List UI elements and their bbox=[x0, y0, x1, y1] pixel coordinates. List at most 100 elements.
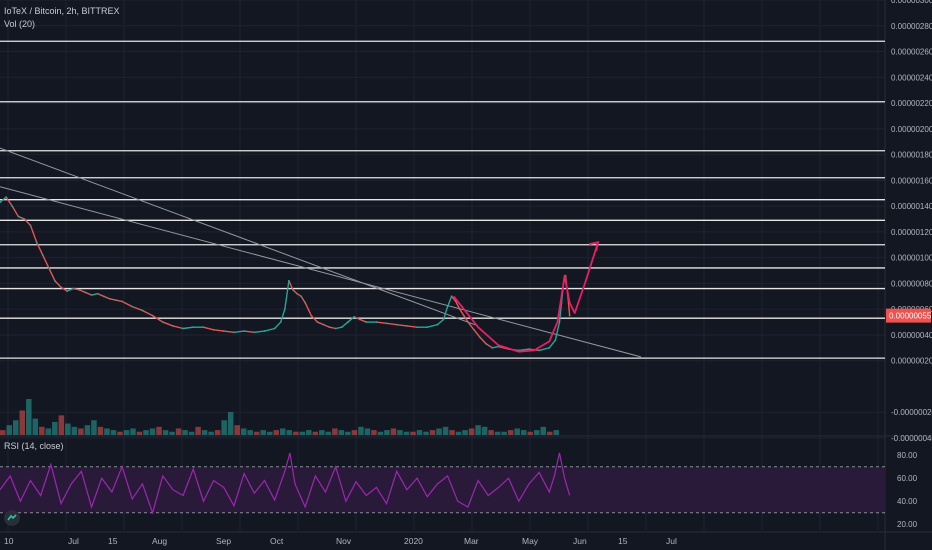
volume-bar bbox=[169, 431, 175, 435]
price-segment bbox=[538, 347, 550, 352]
volume-bar bbox=[351, 430, 358, 435]
price-segment bbox=[48, 267, 56, 282]
price-segment bbox=[42, 254, 50, 269]
price-segment bbox=[353, 316, 361, 321]
time-axis-tick-label: Nov bbox=[336, 536, 352, 546]
time-axis-tick-label: 2020 bbox=[404, 536, 423, 546]
volume-bar bbox=[397, 430, 403, 435]
price-segment bbox=[35, 241, 44, 256]
price-point bbox=[47, 267, 50, 269]
rsi-axis-tick-label: 40.00 bbox=[897, 497, 918, 506]
price-point bbox=[66, 290, 69, 293]
volume-bar bbox=[429, 430, 436, 435]
price-point bbox=[273, 327, 276, 330]
price-point bbox=[222, 330, 225, 332]
price-axis-tick-label: 0.00000160 bbox=[891, 176, 932, 185]
price-point bbox=[485, 343, 488, 345]
time-axis-tick-label: 15 bbox=[618, 536, 628, 546]
price-segment bbox=[406, 325, 418, 328]
current-price-badge bbox=[886, 308, 931, 323]
tradingview-logo-icon[interactable] bbox=[4, 510, 20, 526]
price-segment bbox=[323, 323, 330, 328]
price-point bbox=[243, 330, 246, 332]
price-point bbox=[202, 326, 205, 329]
price-point bbox=[41, 254, 44, 256]
volume-bar bbox=[188, 431, 195, 435]
volume-bar bbox=[84, 425, 91, 435]
volume-bar bbox=[462, 430, 468, 435]
rsi-axis-tick-label: 80.00 bbox=[897, 451, 918, 460]
price-segment bbox=[396, 323, 407, 327]
volume-bar bbox=[175, 428, 182, 435]
volume-bar bbox=[182, 430, 188, 435]
price-axis-tick-label: 0.00000080 bbox=[891, 279, 932, 288]
price-segment bbox=[152, 315, 164, 323]
price-point bbox=[17, 215, 20, 218]
price-segment bbox=[467, 321, 475, 331]
time-axis-tick-label: Jun bbox=[573, 536, 587, 546]
price-segment bbox=[97, 293, 105, 297]
volume-bar bbox=[481, 426, 488, 435]
price-point bbox=[436, 323, 439, 326]
trendline bbox=[0, 147, 479, 327]
volume-bar bbox=[45, 428, 52, 435]
volume-bar bbox=[39, 426, 45, 435]
time-axis-tick-label: Sep bbox=[216, 536, 231, 546]
price-point bbox=[528, 348, 530, 351]
price-point bbox=[442, 318, 445, 321]
price-segment bbox=[455, 301, 461, 310]
price-point bbox=[322, 323, 325, 326]
volume-bar bbox=[410, 431, 416, 435]
price-segment bbox=[451, 295, 457, 302]
price-segment bbox=[359, 318, 367, 323]
price-point bbox=[538, 349, 541, 352]
price-axis-tick-label: 0.00000020 bbox=[891, 357, 932, 366]
price-point bbox=[292, 288, 294, 291]
volume-bar bbox=[117, 431, 123, 435]
volume-bar bbox=[71, 426, 78, 435]
price-point bbox=[141, 309, 144, 312]
rsi-legend: RSI (14, close) bbox=[4, 441, 64, 451]
price-segment bbox=[436, 318, 444, 326]
volume-bar bbox=[221, 420, 227, 435]
trendline bbox=[0, 186, 641, 358]
price-axis-tick-label: 0.00000120 bbox=[891, 228, 932, 237]
volume-bar bbox=[494, 431, 501, 435]
price-axis-tick-label: -0.00000020 bbox=[891, 408, 932, 417]
volume-bar bbox=[253, 431, 260, 435]
price-point bbox=[316, 321, 319, 323]
volume-bar bbox=[201, 430, 208, 435]
price-point bbox=[23, 218, 26, 220]
volume-bar bbox=[104, 428, 110, 435]
price-axis-tick-label: 0.00000220 bbox=[891, 99, 932, 108]
price-axis-tick-label: 0.00000240 bbox=[891, 73, 932, 82]
price-point bbox=[279, 321, 282, 323]
volume-bar bbox=[91, 420, 97, 435]
price-point bbox=[385, 322, 388, 325]
price-segment bbox=[446, 296, 453, 307]
price-point bbox=[334, 327, 337, 330]
volume-bar bbox=[390, 428, 397, 435]
price-segment bbox=[121, 300, 133, 308]
price-segment bbox=[264, 327, 275, 332]
volume-bar bbox=[371, 430, 377, 435]
price-segment bbox=[479, 337, 487, 345]
price-segment bbox=[304, 302, 312, 316]
volume-bar bbox=[384, 430, 390, 435]
price-segment bbox=[473, 329, 481, 338]
volume-bar bbox=[65, 423, 71, 435]
volume-bar bbox=[227, 412, 234, 435]
volume-bar bbox=[546, 431, 553, 435]
price-point bbox=[90, 294, 93, 296]
price-point bbox=[192, 326, 195, 329]
rsi-axis-tick-label: 60.00 bbox=[897, 474, 918, 483]
price-segment bbox=[223, 330, 235, 334]
price-segment bbox=[292, 289, 298, 295]
price-axis-tick-label: 0.00000200 bbox=[891, 125, 932, 134]
price-point bbox=[72, 287, 75, 290]
volume-bar bbox=[501, 431, 507, 435]
price-point bbox=[161, 321, 164, 323]
volume-bar bbox=[293, 431, 299, 435]
volume-bar bbox=[19, 410, 26, 435]
